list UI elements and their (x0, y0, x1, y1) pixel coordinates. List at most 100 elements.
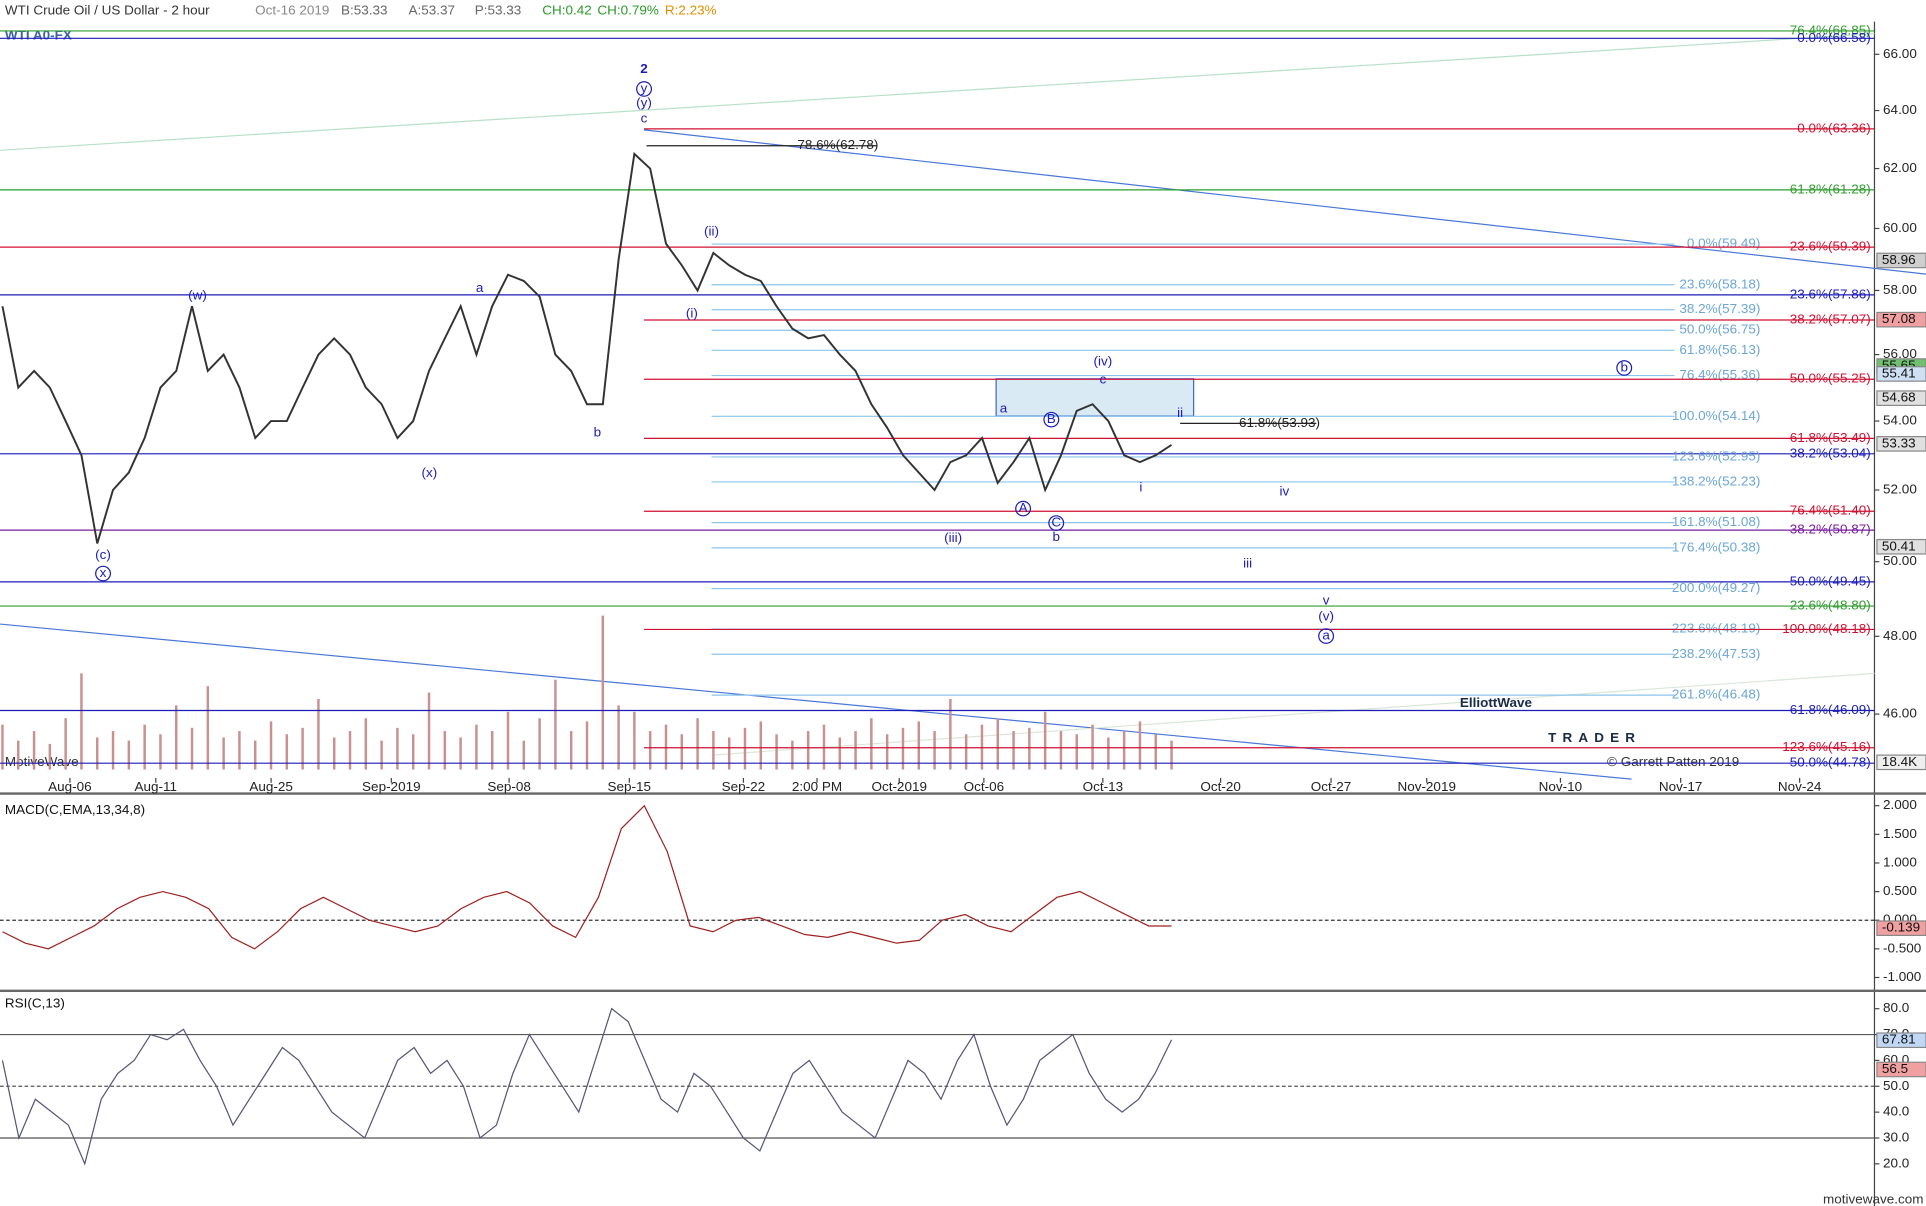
wave-label: b (594, 424, 602, 439)
fib-label: 23.6%(59.39) (1790, 239, 1871, 254)
fib-label: 100.0%(48.18) (1782, 621, 1871, 636)
wave-circle (1616, 360, 1633, 376)
y-tick-label: 66.00 (1883, 46, 1917, 61)
price-tag (1876, 1061, 1926, 1078)
fib-label: 61.8%(53.49) (1790, 430, 1871, 445)
wave-label: B (1047, 411, 1056, 426)
volume-bar (585, 721, 589, 770)
volume-bar (1028, 727, 1031, 770)
volume-bar (332, 737, 336, 770)
price-tag (1876, 1032, 1926, 1049)
volume-bar (806, 731, 810, 770)
price-tag (1876, 252, 1926, 269)
wave-label: (y) (636, 95, 652, 110)
fib-label: 61.8%(61.28) (1790, 182, 1871, 197)
wave-label: (ii) (704, 224, 719, 239)
volume-bar (364, 718, 368, 770)
volume-bar (190, 727, 194, 770)
volume-bar (569, 731, 573, 770)
y-tick-label: 1.000 (1883, 855, 1917, 870)
y-tick-label: 50.0 (1883, 1078, 1909, 1093)
x-tick-label: Oct-06 (964, 779, 1004, 794)
fib-label: 76.4%(51.40) (1790, 503, 1871, 518)
wave-label: i (1139, 480, 1142, 495)
wave-label: a (476, 280, 484, 295)
wave-label: iv (1280, 483, 1290, 498)
wave-label: v (1323, 593, 1330, 608)
site: motivewave.com (1823, 1192, 1923, 1206)
y-tick-label: 20.0 (1883, 1155, 1909, 1170)
volume-bar (996, 718, 999, 770)
wave-label: (w) (188, 287, 207, 302)
volume-bar (143, 724, 146, 770)
volume-bar (459, 737, 462, 770)
volume-bar (1091, 724, 1094, 770)
volume-bar (1107, 737, 1110, 770)
price-line (1, 151, 1173, 544)
volume-bar (633, 711, 636, 770)
volume-bar (222, 737, 225, 770)
x-tick-label: Oct-2019 (871, 779, 927, 794)
volume-bar (696, 718, 699, 770)
y-tick-label: 46.00 (1883, 706, 1917, 721)
wave-label: a (1000, 400, 1008, 415)
indicator-line (2, 804, 1172, 950)
fib-label: 223.6%(48.19) (1672, 621, 1761, 636)
volume-bar (96, 737, 99, 770)
fib-label: 38.2%(50.87) (1790, 522, 1871, 537)
fib-label: 78.6%(62.78) (797, 137, 878, 152)
volume-bar (664, 724, 668, 770)
y-tick-label: 80.0 (1883, 1000, 1909, 1015)
fib-label: 38.2%(53.04) (1790, 445, 1871, 460)
volume-bar (854, 731, 857, 770)
price-tag-label: 67.81 (1882, 1032, 1916, 1047)
fib-label: 100.0%(54.14) (1672, 408, 1761, 423)
volume-bar (48, 743, 52, 770)
target-box (995, 378, 1195, 417)
wave-label: (iv) (1093, 354, 1112, 369)
change-pct: CH:0.79% (597, 2, 659, 17)
y-tick-label: 56.00 (1883, 346, 1917, 361)
x-tick-label: Aug-11 (135, 779, 178, 794)
volume-bar (870, 718, 873, 770)
fib-label: 38.2%(57.39) (1679, 301, 1760, 316)
wave-circle (1015, 500, 1032, 517)
volume-bar (80, 673, 83, 770)
wave-circle (1048, 515, 1065, 531)
x-tick-label: Nov-17 (1659, 779, 1703, 794)
price-tag-label: 18.4K (1882, 754, 1917, 769)
price-tag-label: -0.139 (1882, 920, 1920, 935)
volume-bar (712, 731, 715, 770)
price-tag (1876, 538, 1926, 555)
logo-top: ElliottWave (1460, 695, 1532, 710)
instrument: WTI Crude Oil / US Dollar - 2 hour (5, 2, 210, 17)
volume-bar (490, 731, 494, 770)
date: Oct-16 2019 (255, 2, 329, 17)
rsi-title: RSI(C,13) (5, 996, 65, 1011)
wave-circle (1043, 411, 1060, 428)
volume-bar (933, 731, 936, 770)
y-tick-label: 40.0 (1883, 1104, 1909, 1119)
wave-label: A (1019, 500, 1028, 515)
price-tag (1876, 311, 1926, 328)
x-tick-label: Nov-10 (1539, 779, 1583, 794)
change: CH:0.42 (542, 2, 592, 17)
volume-bar (17, 740, 20, 770)
fib-label: 50.0%(49.45) (1790, 574, 1871, 589)
volume-bar (791, 740, 794, 770)
fib-label: 238.2%(47.53) (1672, 646, 1761, 661)
wave-label: (v) (1318, 608, 1334, 623)
y-tick-label: 64.00 (1883, 102, 1917, 117)
volume-bar (617, 705, 620, 770)
wave-label: 2 (640, 61, 648, 76)
volume-bar (506, 711, 510, 770)
fib-label: 61.8%(56.13) (1679, 342, 1760, 357)
volume-bar (1122, 731, 1126, 770)
volume-bar (396, 727, 399, 770)
wave-label: (c) (95, 547, 111, 562)
fib-label: 123.6%(45.16) (1782, 739, 1871, 754)
volume-bar (1170, 740, 1173, 770)
price-tag (1876, 436, 1926, 452)
